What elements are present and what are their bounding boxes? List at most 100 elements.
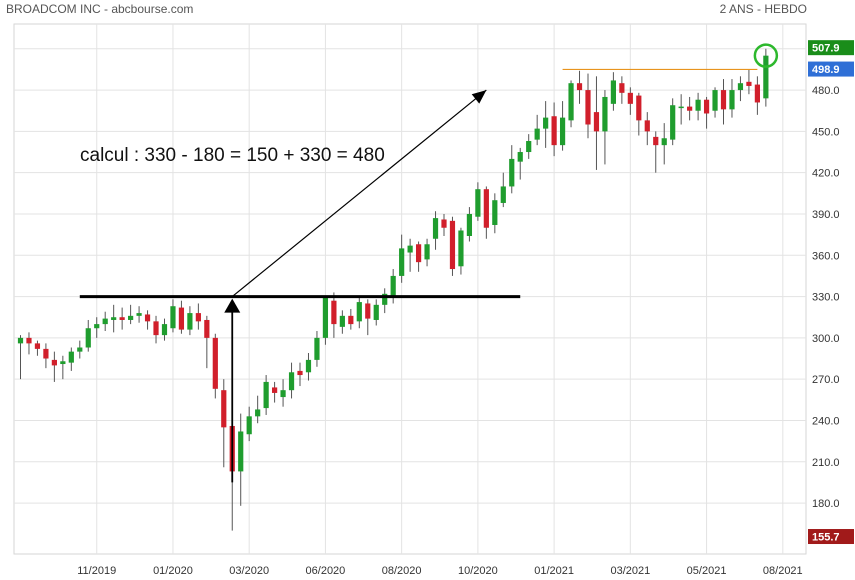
candle-up bbox=[170, 306, 176, 329]
candle-up bbox=[305, 359, 312, 373]
candle-down bbox=[51, 359, 57, 366]
candle-down bbox=[619, 83, 625, 93]
candle-up bbox=[339, 315, 345, 327]
candle-up bbox=[246, 416, 252, 435]
candle-down bbox=[687, 106, 693, 111]
candle-down bbox=[212, 337, 218, 389]
candle-down bbox=[593, 112, 600, 132]
candle-down bbox=[449, 220, 456, 270]
price-tag-last bbox=[808, 61, 854, 77]
candle-down bbox=[636, 95, 642, 121]
candle-up bbox=[492, 200, 498, 225]
candle-down bbox=[754, 84, 760, 103]
candle-up bbox=[187, 313, 193, 330]
x-tick-label: 08/2021 bbox=[763, 565, 803, 577]
annotation-text: calcul : 330 - 180 = 150 + 330 = 480 bbox=[80, 145, 385, 166]
candle-down bbox=[34, 343, 41, 349]
candle-up bbox=[737, 83, 744, 91]
candle-down bbox=[720, 90, 727, 110]
y-tick-label: 270.0 bbox=[812, 374, 840, 386]
candle-down bbox=[441, 219, 447, 228]
x-tick-label: 10/2020 bbox=[458, 565, 498, 577]
candle-up bbox=[382, 293, 388, 305]
x-tick-label: 05/2021 bbox=[687, 565, 727, 577]
grid bbox=[14, 24, 806, 554]
x-axis: 11/2019 01/2020 03/2020 06/2020 08/2020 10/20… bbox=[77, 565, 802, 577]
diagonal-arrow-shaft bbox=[231, 89, 487, 298]
candle-up bbox=[543, 117, 549, 129]
candle-down bbox=[348, 315, 354, 325]
candle-up bbox=[559, 117, 566, 146]
y-tick-label: 180.0 bbox=[812, 498, 840, 510]
price-tag-low bbox=[808, 529, 854, 545]
candle-up bbox=[475, 189, 481, 217]
candles bbox=[17, 48, 769, 531]
candle-up bbox=[390, 275, 396, 297]
candle-down bbox=[195, 313, 201, 322]
x-tick-label: 01/2020 bbox=[153, 565, 193, 577]
candle-up bbox=[280, 390, 286, 398]
price-tags: 507.9 498.9 155.7 bbox=[808, 40, 854, 545]
candle-up bbox=[136, 313, 142, 316]
candle-up bbox=[661, 138, 667, 146]
y-tick-label: 480.0 bbox=[812, 85, 840, 97]
y-tick-label: 300.0 bbox=[812, 333, 840, 345]
candle-down bbox=[365, 303, 371, 319]
candle-down bbox=[153, 321, 159, 336]
candle-up bbox=[670, 105, 676, 140]
candle-up bbox=[534, 128, 540, 140]
candle-up bbox=[602, 96, 608, 132]
candle-up bbox=[373, 304, 379, 320]
candle-up bbox=[161, 324, 168, 336]
candle-up bbox=[263, 381, 269, 409]
candle-down bbox=[746, 81, 752, 86]
candle-up bbox=[399, 248, 405, 276]
candle-down bbox=[551, 116, 557, 146]
candle-up bbox=[128, 315, 134, 320]
candle-up bbox=[500, 186, 506, 203]
candle-up bbox=[610, 80, 616, 104]
y-tick-label: 390.0 bbox=[812, 209, 840, 221]
candle-down bbox=[576, 83, 583, 91]
candle-up bbox=[509, 158, 515, 187]
candle-up bbox=[85, 328, 91, 348]
candle-up bbox=[458, 230, 464, 267]
y-tick-label: 450.0 bbox=[812, 126, 840, 138]
chart-period: 2 ANS - HEBDO bbox=[719, 2, 807, 16]
candle-up bbox=[466, 213, 473, 236]
candle-down bbox=[178, 307, 185, 330]
x-tick-label: 03/2021 bbox=[610, 565, 650, 577]
candle-down bbox=[204, 319, 210, 338]
candle-up bbox=[568, 83, 574, 121]
candle-up bbox=[111, 317, 117, 320]
candle-up bbox=[322, 296, 329, 338]
last-candle-marker bbox=[753, 43, 779, 68]
y-tick-label: 360.0 bbox=[812, 250, 840, 262]
candle-down bbox=[653, 136, 659, 146]
candle-down bbox=[703, 99, 710, 114]
candle-up bbox=[695, 99, 701, 111]
plot-frame bbox=[13, 23, 807, 555]
candle-up bbox=[729, 90, 735, 110]
candle-down bbox=[585, 90, 591, 125]
diagonal-arrow-head bbox=[471, 90, 487, 104]
candle-down bbox=[26, 337, 32, 344]
y-tick-label: 330.0 bbox=[812, 292, 840, 304]
candle-down bbox=[331, 300, 337, 325]
candle-up bbox=[678, 106, 684, 109]
candle-up bbox=[17, 337, 24, 344]
annotations bbox=[79, 43, 779, 483]
vertical-arrow-head bbox=[224, 298, 241, 313]
candle-up bbox=[314, 337, 320, 360]
candle-down bbox=[144, 314, 151, 322]
y-tick-label: 420.0 bbox=[812, 168, 840, 180]
x-tick-label: 06/2020 bbox=[306, 565, 346, 577]
candle-up bbox=[712, 90, 718, 111]
x-tick-label: 01/2021 bbox=[534, 565, 574, 577]
candle-up bbox=[517, 152, 523, 162]
candle-down bbox=[644, 120, 650, 132]
y-tick-label: 240.0 bbox=[812, 415, 840, 427]
candle-down bbox=[43, 348, 49, 359]
candle-up bbox=[77, 347, 83, 352]
candle-down bbox=[272, 387, 278, 393]
